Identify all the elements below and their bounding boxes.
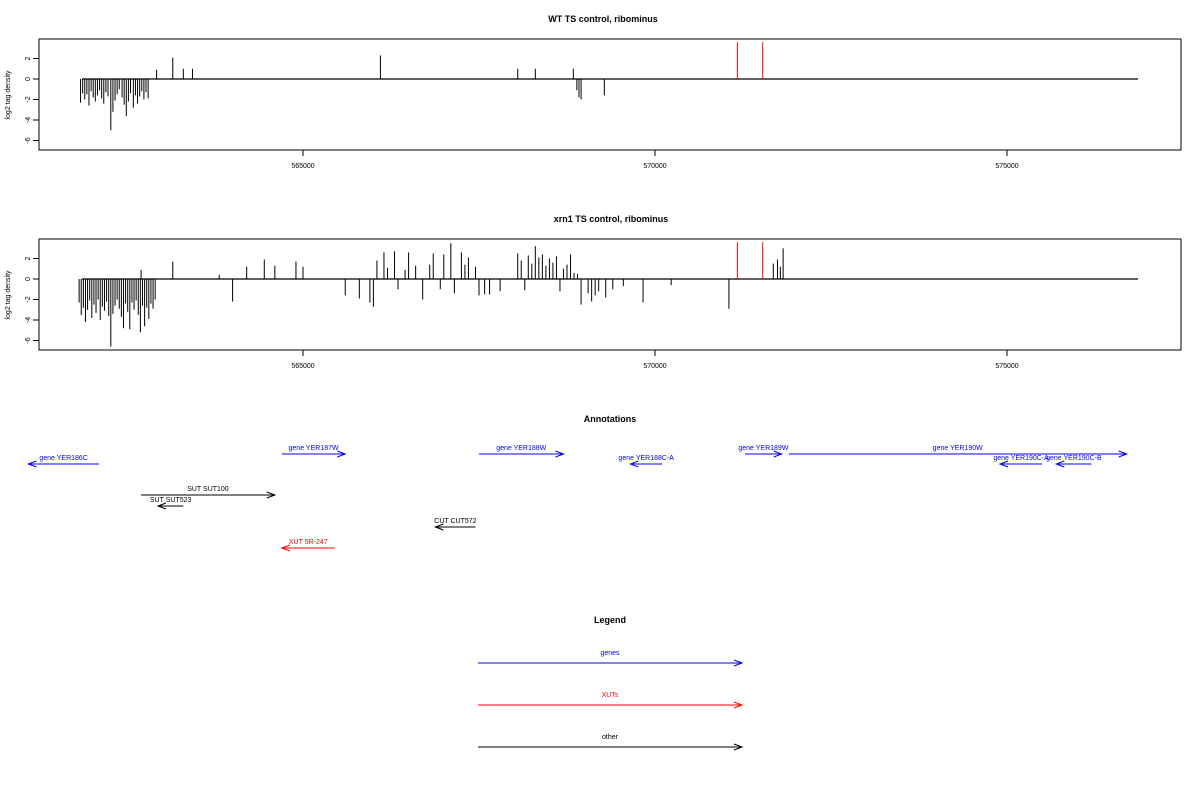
annotation-label: SUT SUT100 [187,486,229,493]
arrow-head [733,701,744,709]
panel-title: xrn1 TS control, ribominus [554,214,669,224]
arrow-head [337,450,347,458]
annotation-label: gene YER189W [738,445,788,452]
plot-frame [38,238,1182,351]
annotation-label: SUT SUT523 [150,497,192,504]
arrow-head [433,523,444,531]
annotation-arrow: gene YER188C-A [618,455,674,468]
y-tick-label: 2 [25,56,32,60]
y-tick-label: -2 [25,296,32,302]
y-tick-label: -4 [25,117,32,123]
annotation-arrow: XUT 5R-247 [280,539,335,552]
annotation-label: gene YER188C-A [618,455,674,462]
plot-frame [38,38,1182,151]
panel-title: WT TS control, ribominus [548,14,658,24]
y-axis-label: log2 tag density [5,70,12,120]
y-tick-label: -6 [25,337,32,343]
arrow-head [280,544,291,552]
arrow-head [555,450,565,458]
arrow-head [998,460,1009,468]
arrow-head [1054,460,1065,468]
arrow-head [733,743,744,751]
y-tick-label: -2 [25,96,32,102]
x-tick-label: 570000 [643,163,666,170]
arrow-head [628,460,639,468]
y-tick-label: -4 [25,317,32,323]
panel-wt: WT TS control, ribominus log2 tag densit… [5,14,1182,170]
data-bars [80,42,764,131]
annotation-arrow: gene YER190W [788,445,1129,458]
legend-label: other [602,734,619,741]
y-tick-label: -6 [25,137,32,143]
legend-label: genes [600,650,620,657]
x-axis: 565000 570000 575000 [291,150,1019,170]
arrow-head [266,491,277,499]
annotation-arrow: gene YER186C [27,455,99,468]
annotation-label: gene YER186C [39,455,88,462]
x-tick-label: 565000 [291,163,314,170]
arrow-head [156,502,167,510]
annotation-label: gene YER190C-B [1046,455,1102,462]
annotation-label: XUT 5R-247 [289,539,328,546]
annotation-arrow: gene YER190C-B [1046,455,1102,468]
x-axis: 565000 570000 575000 [291,350,1019,370]
data-bars [78,242,784,347]
annotation-arrow: gene YER188W [479,445,565,458]
arrow-head [733,659,744,667]
annotation-label: gene YER190C-A [993,455,1049,462]
annotation-label: CUT CUT572 [434,518,476,525]
annotation-label: gene YER187W [289,445,339,452]
annotation-arrow: SUT SUT523 [150,497,192,510]
y-tick-label: 0 [25,277,32,281]
y-axis-label: log2 tag density [5,270,12,320]
annotation-label: gene YER188W [496,445,546,452]
annotations-title: Annotations [584,414,637,424]
annotation-features: gene YER186C gene YER187W gene YER188W gene… [27,445,1129,552]
y-tick-label: 0 [25,77,32,81]
legend-label: XUTs [602,692,619,699]
legend-panel: Legend genes XUTs other [478,615,744,751]
annotation-arrow: SUT SUT100 [141,486,277,499]
legend-items: genes XUTs other [478,650,744,751]
x-tick-label: 575000 [995,163,1018,170]
arrow-head [1118,450,1129,458]
y-tick-label: 2 [25,256,32,260]
panel-xrn1: xrn1 TS control, ribominus log2 tag dens… [5,214,1182,370]
annotation-arrow: CUT CUT572 [433,518,477,531]
x-tick-label: 575000 [995,363,1018,370]
x-tick-label: 570000 [643,363,666,370]
legend-item: other [478,734,744,751]
arrow-head [773,450,784,458]
legend-item: genes [478,650,744,667]
annotation-arrow: gene YER190C-A [993,455,1049,468]
annotation-arrow: gene YER189W [738,445,789,458]
legend-item: XUTs [478,692,744,709]
y-axis: 2 0 -2 -4 -6 [25,256,39,344]
x-tick-label: 565000 [291,363,314,370]
arrow-head [27,460,37,468]
annotation-label: gene YER190W [933,445,983,452]
annotation-arrow: gene YER187W [281,445,347,458]
legend-title: Legend [594,615,626,625]
y-axis: 2 0 -2 -4 -6 [25,56,39,144]
